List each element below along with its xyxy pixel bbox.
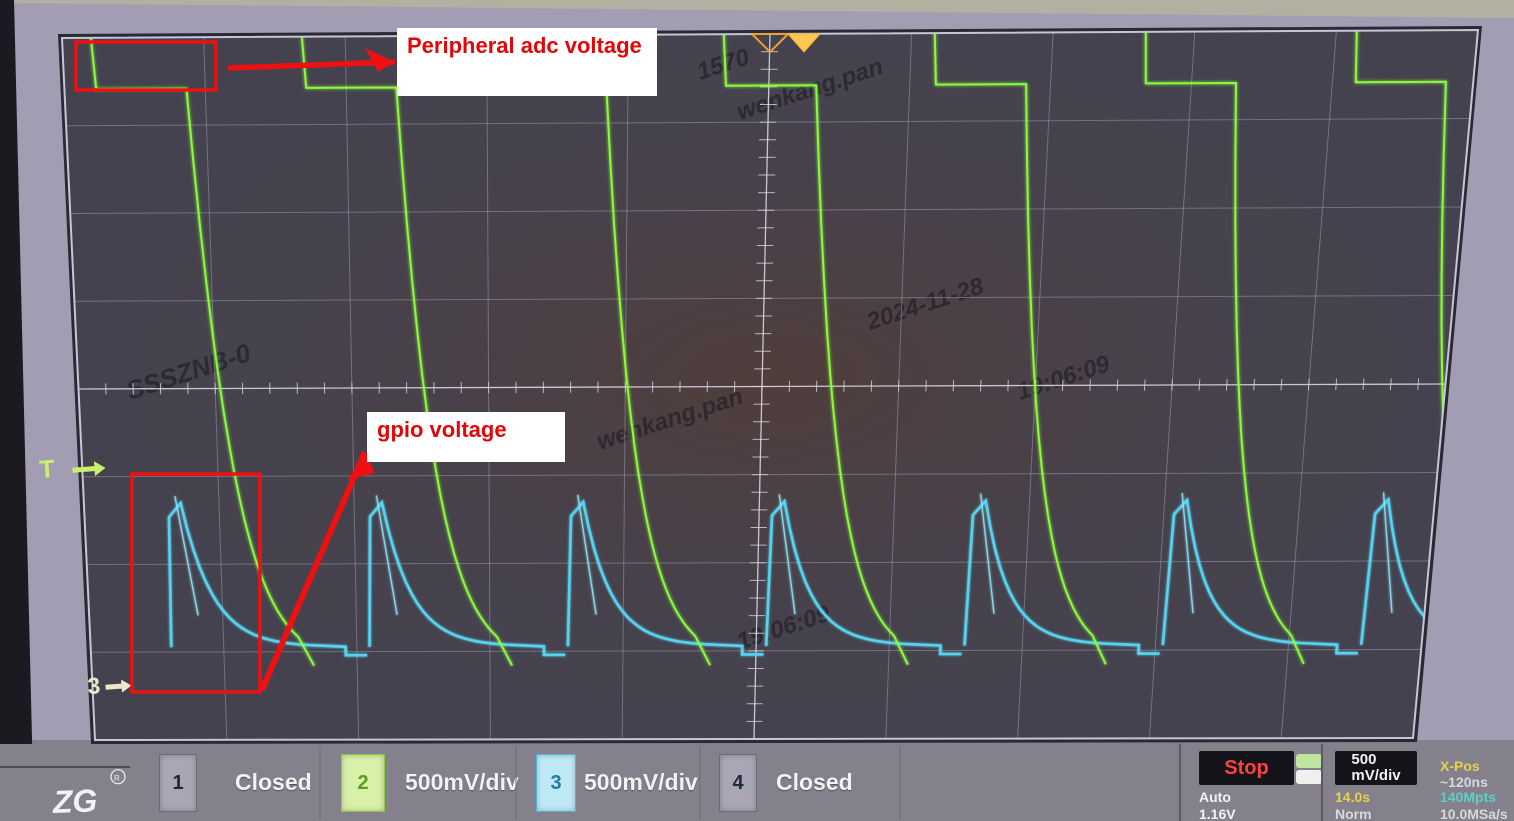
svg-text:ZG: ZG (51, 782, 98, 820)
svg-text:R: R (114, 774, 120, 783)
svg-text:3: 3 (87, 672, 102, 699)
svg-text:T: T (38, 455, 55, 484)
